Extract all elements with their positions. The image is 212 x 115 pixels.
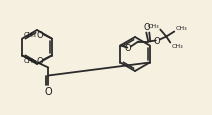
Text: O: O <box>45 87 53 97</box>
Text: O: O <box>144 22 151 31</box>
Text: O: O <box>36 56 43 65</box>
Text: CH₃: CH₃ <box>24 58 37 63</box>
Text: O: O <box>154 37 161 46</box>
Text: CH₃: CH₃ <box>175 26 187 31</box>
Text: O: O <box>36 30 43 39</box>
Text: CH₃: CH₃ <box>171 44 183 49</box>
Text: O: O <box>125 44 132 53</box>
Text: CH₃: CH₃ <box>24 32 37 38</box>
Text: CH₃: CH₃ <box>148 24 159 29</box>
